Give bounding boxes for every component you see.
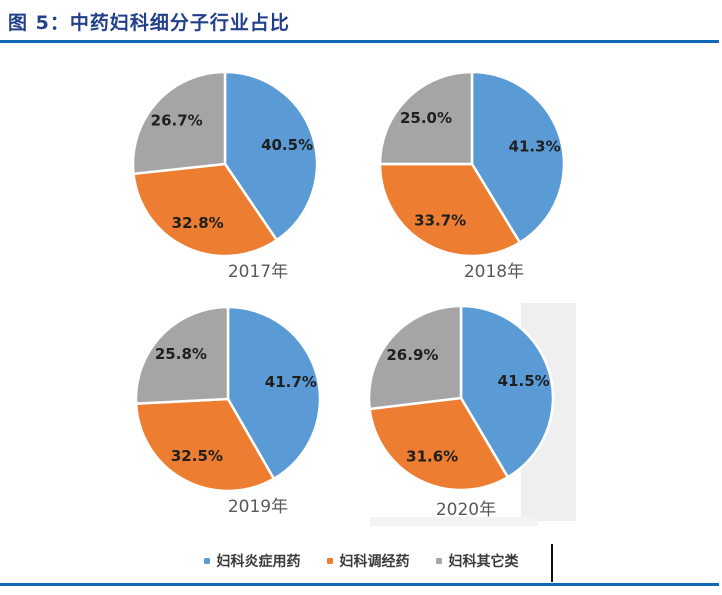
pie-slice xyxy=(132,162,278,258)
figure-title: 图 5：中药妇科细分子行业占比 xyxy=(8,12,290,34)
pie-chart-2018: 41.3% 33.7% 25.0% xyxy=(378,70,566,258)
legend-label: 妇科炎症用药 xyxy=(216,554,301,570)
pie-chart-2019: 41.7% 32.5% 25.8% xyxy=(134,305,322,493)
legend-item-menstrual: 妇科调经药 xyxy=(326,551,410,571)
pie-slice xyxy=(367,304,463,411)
figure-bottom-rule xyxy=(0,583,719,586)
slice-percentage-label: 41.5% xyxy=(498,372,550,390)
pie-slice xyxy=(378,162,522,258)
pie-slice xyxy=(134,305,230,405)
chart-legend: 妇科炎症用药 妇科调经药 妇科其它类 xyxy=(0,551,722,571)
pie-slice xyxy=(368,396,510,492)
legend-item-inflammation: 妇科炎症用药 xyxy=(203,551,301,571)
legend-marker-gray-icon xyxy=(435,558,442,564)
legend-marker-orange-icon xyxy=(326,558,333,564)
pie-slice xyxy=(378,70,474,166)
pie-chart-2017: 40.5% 32.8% 26.7% xyxy=(131,70,319,258)
slice-percentage-label: 25.0% xyxy=(400,109,452,127)
text-cursor-artifact xyxy=(551,544,553,582)
pie-slice xyxy=(131,70,227,176)
legend-marker-blue-icon xyxy=(203,558,210,564)
slice-percentage-label: 33.7% xyxy=(414,212,466,230)
slice-percentage-label: 41.7% xyxy=(265,373,317,391)
pie-caption-2017: 2017年 xyxy=(227,262,289,282)
legend-item-other: 妇科其它类 xyxy=(435,551,519,571)
pie-caption-2018: 2018年 xyxy=(463,262,525,282)
pie-slice xyxy=(134,397,276,493)
pie-caption-2019: 2019年 xyxy=(227,497,289,517)
pie-slice xyxy=(459,304,555,479)
pie-caption-2020: 2020年 xyxy=(435,500,497,520)
slice-percentage-label: 26.9% xyxy=(386,346,438,364)
legend-label: 妇科调经药 xyxy=(339,554,410,570)
pie-slice xyxy=(226,305,322,481)
slice-percentage-label: 26.7% xyxy=(151,112,203,130)
slice-percentage-label: 32.5% xyxy=(171,447,223,465)
slice-percentage-label: 41.3% xyxy=(509,138,561,156)
title-divider-rule xyxy=(0,40,719,43)
screenshot-edge-artifact xyxy=(370,517,538,526)
slice-percentage-label: 31.6% xyxy=(406,447,458,465)
legend-label: 妇科其它类 xyxy=(448,554,519,570)
pie-slice xyxy=(223,70,319,242)
slice-percentage-label: 25.8% xyxy=(155,345,207,363)
pie-chart-2020: 41.5% 31.6% 26.9% xyxy=(367,304,555,492)
slice-percentage-label: 40.5% xyxy=(261,136,313,154)
slice-percentage-label: 32.8% xyxy=(172,214,224,232)
